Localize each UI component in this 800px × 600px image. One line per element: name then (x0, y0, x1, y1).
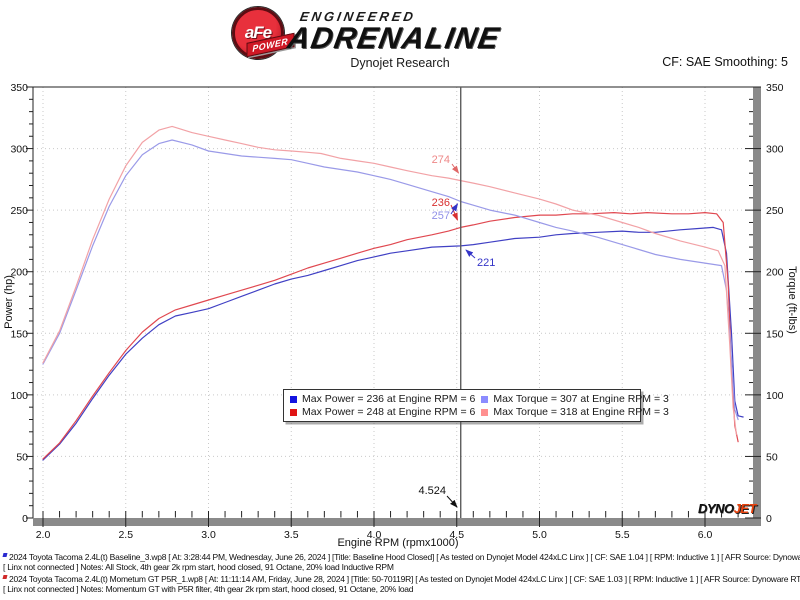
legend-label: Max Power = 236 at Engine RPM = 6 (302, 393, 476, 405)
torque-tick-label: 300 (766, 144, 784, 156)
run2-marker-icon (2, 574, 8, 579)
torque-tick-label: 250 (766, 205, 784, 217)
legend-label: Max Torque = 318 at Engine RPM = 3 (493, 406, 669, 418)
axes-frame (32, 86, 761, 526)
header: aFe POWER ENGINEERED ADRENALINE Dynojet … (0, 0, 800, 84)
run-info-footer: 2024 Toyota Tacoma 2.4L(t) Baseline_3.wp… (2, 552, 800, 595)
legend-entry-max-torque-momentum: Max Torque = 318 at Engine RPM = 3 (481, 406, 669, 418)
legend-entry-max-power-baseline: Max Power = 236 at Engine RPM = 6 (290, 393, 475, 405)
cursor-value-torque2: 274 (432, 154, 450, 166)
legend-swatch-red-icon (290, 408, 297, 416)
power-tick-label: 0 (22, 513, 28, 525)
run2-notes-line: [ Linx not connected ] Notes: Momentum G… (3, 584, 414, 595)
annot-arrow-257 (450, 203, 459, 215)
dyno-curves (42, 125, 744, 461)
legend-entry-max-torque-baseline: Max Torque = 307 at Engine RPM = 3 (481, 393, 669, 405)
torque-tick-label: 350 (766, 82, 784, 94)
power-tick-label: 200 (10, 267, 28, 279)
x-axis-title: Engine RPM (rpmx1000) (337, 537, 458, 549)
momentum-gt-power-curve (42, 212, 739, 460)
gridlines (33, 87, 753, 518)
y-axis-title-power: Power (hp) (3, 275, 15, 329)
dynojet-logo-dyno: DYNO (698, 501, 734, 516)
legend-swatch-blue-icon (290, 395, 297, 403)
chart-legend: Max Power = 236 at Engine RPM = 6 Max To… (283, 389, 669, 422)
cursor-rpm-label: 4.524 (418, 485, 446, 497)
torque-tick-label: 150 (766, 328, 784, 340)
baseline-power-curve (42, 226, 744, 461)
annot-arrow-rpm (446, 495, 458, 508)
run1-info-line: 2024 Toyota Tacoma 2.4L(t) Baseline_3.wp… (2, 552, 800, 562)
bottom-axis-bar (33, 518, 761, 526)
legend-label: Max Torque = 307 at Engine RPM = 3 (493, 393, 669, 405)
afe-power-logo: aFe POWER ENGINEERED ADRENALINE (226, 5, 586, 59)
torque-tick-label: 50 (766, 451, 778, 463)
baseline-torque-curve (42, 139, 739, 421)
legend-entry-max-power-momentum: Max Power = 248 at Engine RPM = 6 (290, 406, 475, 418)
rpm-tick-label: 3.0 (201, 529, 216, 541)
power-tick-label: 150 (10, 328, 28, 340)
momentum-gt-torque-curve (42, 125, 738, 435)
rpm-tick-label: 4.0 (367, 529, 382, 541)
run2-info-text: 2024 Toyota Tacoma 2.4L(t) Mometum GT P5… (9, 573, 800, 584)
y-axis-title-torque: Torque (ft-lbs) (786, 266, 798, 334)
torque-tick-label: 200 (766, 267, 784, 279)
legend-label: Max Power = 248 at Engine RPM = 6 (302, 406, 476, 418)
rpm-tick-label: 6.0 (698, 529, 713, 541)
rpm-tick-label: 5.5 (615, 529, 630, 541)
cursor-annotations: 274 236 257 221 4.524 (418, 154, 495, 508)
run1-info-text: 2024 Toyota Tacoma 2.4L(t) Baseline_3.wp… (9, 552, 800, 562)
power-tick-label: 250 (10, 205, 28, 217)
annot-arrow-274 (451, 163, 460, 174)
smoothing-label: CF: SAE Smoothing: 5 (662, 55, 788, 69)
rpm-tick-label: 5.0 (532, 529, 547, 541)
torque-tick-label: 100 (766, 390, 784, 402)
rpm-tick-label: 3.5 (284, 529, 299, 541)
page-title: Dynojet Research (350, 56, 450, 70)
power-tick-label: 300 (10, 144, 28, 156)
power-tick-label: 350 (10, 82, 28, 94)
logo-adrenaline-text: ADRENALINE (285, 22, 503, 55)
legend-swatch-lightred-icon (481, 408, 489, 416)
cursor-value-power2: 236 (432, 197, 450, 209)
right-axis-bar (753, 87, 761, 526)
power-tick-label: 50 (16, 451, 28, 463)
run2-info-line: 2024 Toyota Tacoma 2.4L(t) Mometum GT P5… (2, 573, 800, 584)
run1-notes-line: [ Linx not connected ] Notes: All Stock,… (3, 562, 394, 573)
rpm-tick-label: 4.5 (449, 529, 464, 541)
cursor-value-torque1: 257 (432, 210, 450, 222)
rpm-tick-label: 2.5 (118, 529, 133, 541)
axis-ticks: 0 50 100 150 200 250 300 350 0 50 100 150 200 250 300 3… (10, 82, 783, 541)
dynojet-logo-jet: JET (733, 501, 757, 516)
rpm-tick-label: 2.0 (36, 529, 51, 541)
power-tick-label: 100 (10, 390, 28, 402)
cursor-value-power1: 221 (477, 257, 495, 269)
run1-marker-icon (2, 553, 8, 557)
afe-badge-text: aFe (244, 23, 272, 42)
legend-swatch-lightblue-icon (481, 395, 489, 403)
annot-arrow-221 (465, 249, 476, 259)
torque-tick-label: 0 (766, 513, 772, 525)
dynojet-logo: DYNOJET (698, 501, 756, 516)
